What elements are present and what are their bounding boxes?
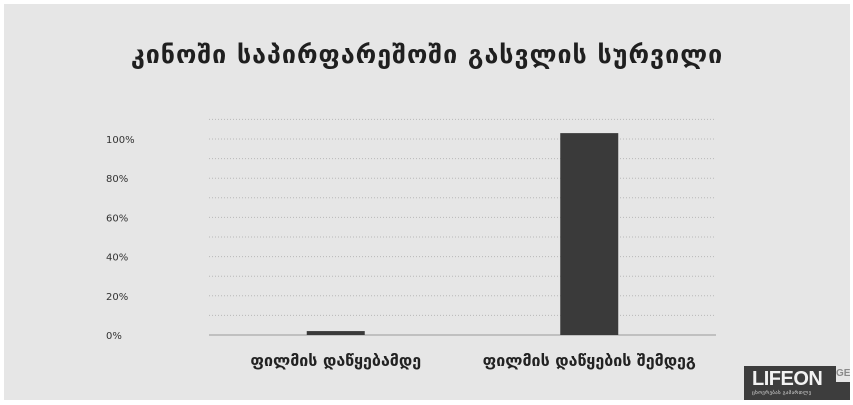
- bar: [306, 331, 365, 335]
- bar: [560, 133, 619, 335]
- y-tick-label: 40%: [106, 253, 128, 264]
- y-tick-label: 60%: [106, 213, 128, 224]
- slide: კინოში საპირფარეშოში გასვლის სურვილი 0% 2…: [4, 4, 850, 400]
- chart-title: კინოში საპირფარეშოში გასვლის სურვილი: [130, 40, 724, 69]
- bar-chart: 0% 20% 40% 60% 80% 100% ფილმის დაწყებამდე ფილმი…: [106, 118, 716, 370]
- y-tick-label: 100%: [106, 135, 135, 146]
- logo-tagline: ცხოვრებას გამართლე: [752, 390, 812, 396]
- y-tick-label: 0%: [106, 331, 122, 342]
- lifeon-logo: LIFEON GE ცხოვრებას გამართლე: [744, 366, 850, 400]
- logo-wordmark: LIFEON: [752, 368, 823, 390]
- logo-suffix: GE: [836, 366, 850, 382]
- x-category-label: ფილმის დაწყებამდე: [250, 351, 421, 370]
- y-tick-label: 80%: [106, 174, 128, 185]
- y-tick-label: 20%: [106, 292, 128, 303]
- x-category-label: ფილმის დაწყების შემდეგ: [483, 351, 696, 370]
